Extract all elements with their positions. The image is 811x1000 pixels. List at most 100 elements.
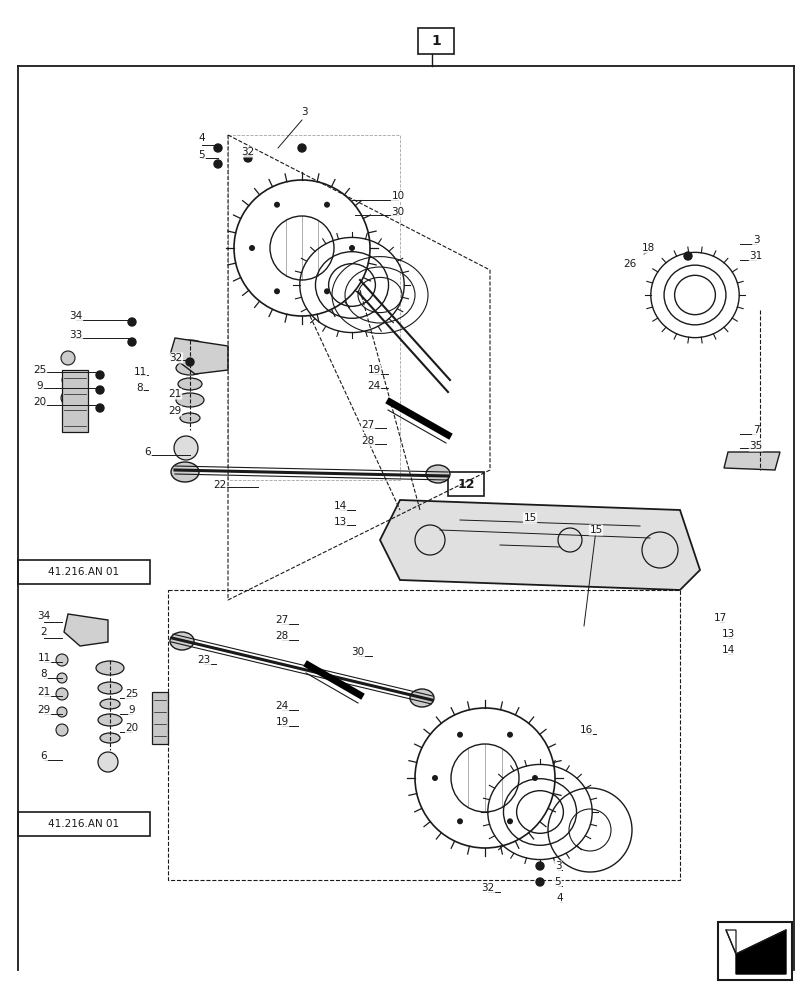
Bar — [18, 560, 150, 584]
Circle shape — [535, 878, 543, 886]
Circle shape — [531, 775, 538, 781]
Circle shape — [273, 288, 280, 294]
Text: 35: 35 — [749, 441, 762, 451]
Bar — [62, 370, 88, 432]
Ellipse shape — [178, 378, 202, 390]
Text: 21: 21 — [168, 389, 182, 399]
Circle shape — [186, 358, 194, 366]
Text: 20: 20 — [33, 397, 46, 407]
Polygon shape — [735, 930, 785, 974]
Circle shape — [506, 818, 513, 824]
Circle shape — [96, 371, 104, 379]
Polygon shape — [723, 452, 779, 470]
Text: 14: 14 — [333, 501, 346, 511]
Text: 5: 5 — [199, 150, 205, 160]
Circle shape — [56, 724, 68, 736]
Text: 27: 27 — [361, 420, 374, 430]
Text: 24: 24 — [367, 381, 380, 391]
Ellipse shape — [180, 413, 200, 423]
Bar — [18, 812, 150, 836]
Circle shape — [324, 288, 329, 294]
Text: 3: 3 — [554, 861, 560, 871]
Text: 16: 16 — [579, 725, 592, 735]
Ellipse shape — [98, 714, 122, 726]
Circle shape — [457, 732, 462, 738]
Text: 41.216.AN 01: 41.216.AN 01 — [49, 819, 119, 829]
Text: 8: 8 — [41, 669, 47, 679]
Bar — [717, 922, 791, 980]
Circle shape — [535, 862, 543, 870]
Text: 26: 26 — [623, 259, 636, 269]
Ellipse shape — [100, 699, 120, 709]
Circle shape — [61, 391, 75, 405]
Text: 13: 13 — [720, 629, 734, 639]
Polygon shape — [380, 500, 699, 590]
Text: 11: 11 — [133, 367, 147, 377]
Text: 10: 10 — [391, 191, 404, 201]
Text: 27: 27 — [275, 615, 288, 625]
Circle shape — [273, 202, 280, 208]
Text: 31: 31 — [749, 251, 762, 261]
Text: 22: 22 — [213, 480, 226, 490]
Ellipse shape — [98, 682, 122, 694]
Text: 29: 29 — [37, 705, 50, 715]
Circle shape — [63, 411, 73, 421]
Text: 6: 6 — [144, 447, 151, 457]
Polygon shape — [64, 614, 108, 646]
Text: 28: 28 — [361, 436, 374, 446]
Text: 11: 11 — [37, 653, 50, 663]
Circle shape — [57, 673, 67, 683]
Circle shape — [243, 154, 251, 162]
Text: 29: 29 — [168, 406, 182, 416]
Text: 21: 21 — [37, 687, 50, 697]
Circle shape — [214, 144, 221, 152]
Bar — [418, 28, 453, 54]
Text: 5: 5 — [554, 877, 560, 887]
Text: 18: 18 — [641, 243, 654, 253]
Text: 14: 14 — [720, 645, 734, 655]
Circle shape — [98, 752, 118, 772]
Text: 15: 15 — [589, 525, 602, 535]
Text: 2: 2 — [41, 627, 47, 637]
Ellipse shape — [176, 361, 204, 375]
Text: 25: 25 — [125, 689, 139, 699]
Circle shape — [174, 436, 198, 460]
Text: 19: 19 — [367, 365, 380, 375]
Text: 9: 9 — [128, 705, 135, 715]
Circle shape — [431, 775, 437, 781]
Ellipse shape — [171, 462, 199, 482]
Ellipse shape — [410, 689, 433, 707]
Circle shape — [61, 351, 75, 365]
Bar — [448, 472, 483, 496]
Text: 32: 32 — [241, 147, 255, 157]
Polygon shape — [169, 338, 228, 374]
Circle shape — [506, 732, 513, 738]
Bar — [152, 692, 168, 744]
Text: 30: 30 — [351, 647, 364, 657]
Text: 32: 32 — [481, 883, 494, 893]
Text: 28: 28 — [275, 631, 288, 641]
Circle shape — [128, 318, 135, 326]
Polygon shape — [725, 930, 735, 954]
Circle shape — [457, 818, 462, 824]
Text: 34: 34 — [37, 611, 50, 621]
Text: 6: 6 — [41, 751, 47, 761]
Text: 32: 32 — [169, 353, 182, 363]
Circle shape — [56, 654, 68, 666]
Circle shape — [96, 404, 104, 412]
Text: 24: 24 — [275, 701, 288, 711]
Text: 23: 23 — [197, 655, 210, 665]
Ellipse shape — [169, 632, 194, 650]
Circle shape — [214, 160, 221, 168]
Circle shape — [96, 386, 104, 394]
Text: 30: 30 — [391, 207, 404, 217]
Circle shape — [349, 245, 354, 251]
Circle shape — [62, 374, 74, 386]
Text: 17: 17 — [713, 613, 726, 623]
Text: 20: 20 — [125, 723, 139, 733]
Text: 1: 1 — [431, 34, 440, 48]
Ellipse shape — [174, 340, 206, 356]
Text: 25: 25 — [33, 365, 46, 375]
Text: 33: 33 — [69, 330, 83, 340]
Text: 15: 15 — [523, 513, 536, 523]
